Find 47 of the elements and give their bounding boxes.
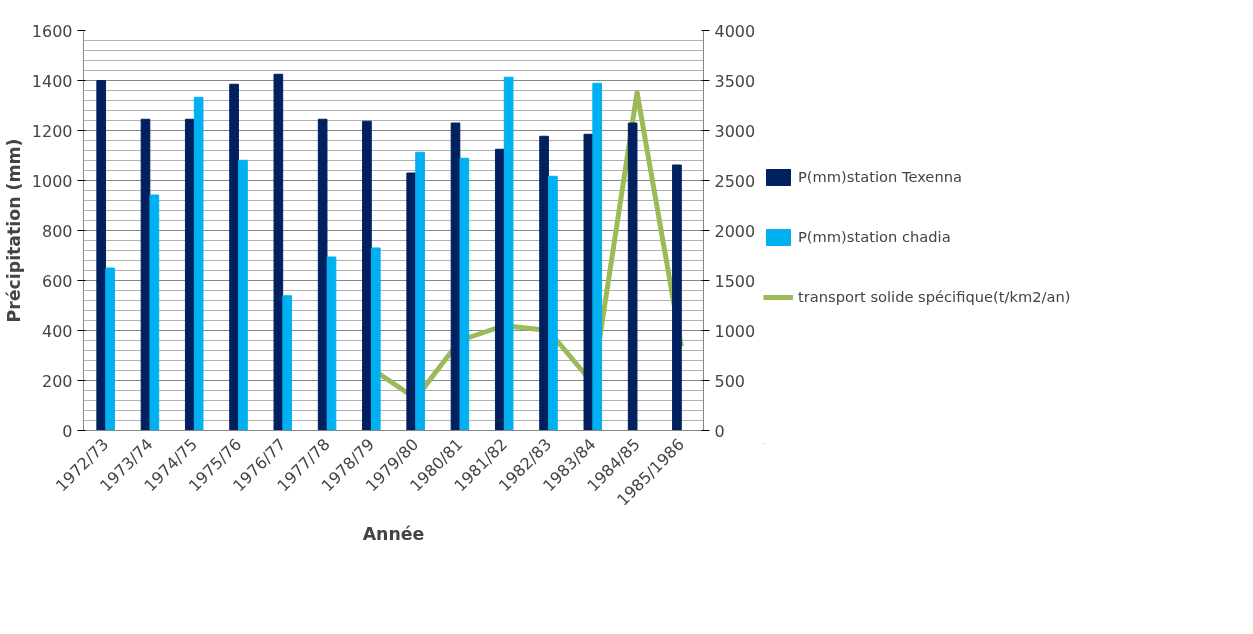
y-tick-label: 0 <box>62 421 73 441</box>
y2-tick-label: 1500 <box>714 271 756 291</box>
bar <box>326 256 337 431</box>
bar <box>193 96 204 431</box>
bar <box>105 267 115 431</box>
bar <box>96 80 107 431</box>
y2-tick-label: 2000 <box>714 221 756 241</box>
y2-tick-label: 3000 <box>714 121 756 141</box>
bar <box>184 118 195 431</box>
legend-label: transport solide spécifique(t/km2/an) <box>798 288 1071 305</box>
y-tick-label: 1200 <box>31 121 73 141</box>
bar <box>362 120 372 431</box>
bar <box>415 151 425 431</box>
legend-label: P(mm)station Texenna <box>798 168 962 185</box>
y-tick-label: 1400 <box>31 71 73 91</box>
y-tick-label: 1000 <box>31 171 73 191</box>
x-axis-title: Année <box>362 524 425 545</box>
bar <box>282 295 293 431</box>
y2-tick-label: 0 <box>714 421 725 441</box>
bar <box>459 157 470 431</box>
y2-tick-label: 4000 <box>714 21 756 41</box>
bar <box>238 159 248 431</box>
bar <box>592 82 603 431</box>
bar <box>149 194 160 431</box>
y2-tick-label: 1000 <box>714 321 756 341</box>
bar <box>370 247 381 431</box>
bar <box>548 175 558 431</box>
bar <box>494 148 505 431</box>
y2-tick-label: 2500 <box>714 171 756 191</box>
bar <box>317 118 328 431</box>
y-tick-label: 1600 <box>31 21 73 41</box>
bar <box>406 172 417 431</box>
y2-tick-label: 500 <box>714 371 746 391</box>
bar <box>229 83 239 431</box>
bar <box>503 76 514 431</box>
bar <box>539 135 549 431</box>
y-tick-label: 400 <box>41 321 73 341</box>
bar <box>627 122 638 431</box>
bar <box>583 133 594 431</box>
bar <box>273 73 284 431</box>
y2-tick-label: 3500 <box>714 71 756 91</box>
legend-label: P(mm)station chadia <box>798 228 951 245</box>
bar <box>672 164 682 431</box>
y-tick-label: 800 <box>41 221 73 241</box>
y-tick-label: 200 <box>41 371 73 391</box>
y-axis-title: Précipitation (mm) <box>3 138 24 323</box>
y-tick-label: 600 <box>41 271 73 291</box>
